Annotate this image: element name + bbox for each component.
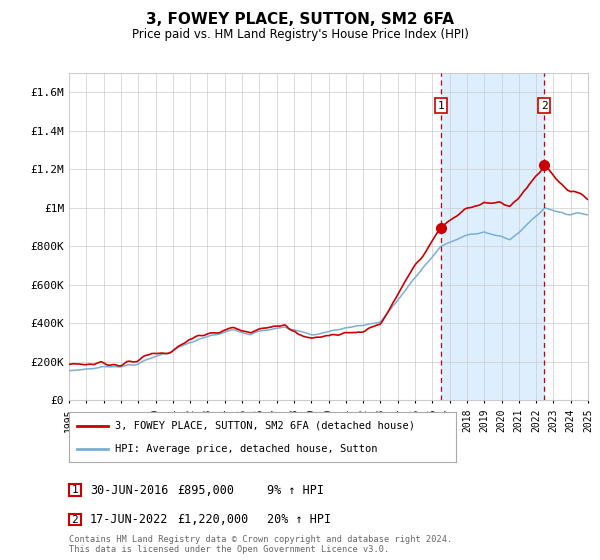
Text: 2: 2 <box>71 515 79 525</box>
Text: 30-JUN-2016: 30-JUN-2016 <box>90 483 169 497</box>
Text: 1: 1 <box>437 101 445 110</box>
Text: 1: 1 <box>71 485 79 495</box>
Bar <box>441 73 544 400</box>
Text: 17-JUN-2022: 17-JUN-2022 <box>90 513 169 526</box>
Text: 3, FOWEY PLACE, SUTTON, SM2 6FA (detached house): 3, FOWEY PLACE, SUTTON, SM2 6FA (detache… <box>115 421 415 431</box>
Text: £895,000: £895,000 <box>177 483 234 497</box>
Text: 20% ↑ HPI: 20% ↑ HPI <box>267 513 331 526</box>
Text: Price paid vs. HM Land Registry's House Price Index (HPI): Price paid vs. HM Land Registry's House … <box>131 28 469 41</box>
Text: 3, FOWEY PLACE, SUTTON, SM2 6FA: 3, FOWEY PLACE, SUTTON, SM2 6FA <box>146 12 454 27</box>
Text: 9% ↑ HPI: 9% ↑ HPI <box>267 483 324 497</box>
Text: HPI: Average price, detached house, Sutton: HPI: Average price, detached house, Sutt… <box>115 445 378 454</box>
Text: £1,220,000: £1,220,000 <box>177 513 248 526</box>
Text: 2: 2 <box>541 101 547 110</box>
Text: Contains HM Land Registry data © Crown copyright and database right 2024.
This d: Contains HM Land Registry data © Crown c… <box>69 535 452 554</box>
